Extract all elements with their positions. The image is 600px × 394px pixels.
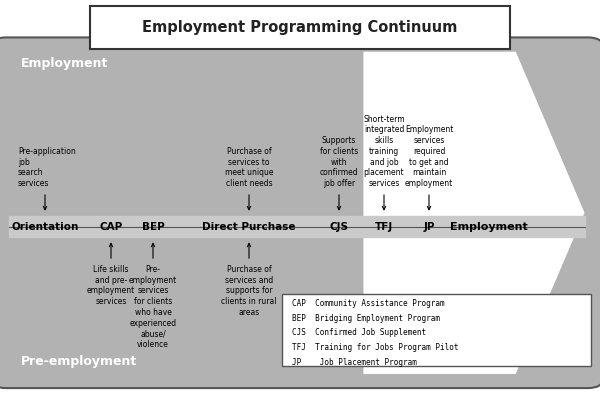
Text: Pre-
employment
services
for clients
who have
experienced
abuse/
violence: Pre- employment services for clients who… xyxy=(129,265,177,349)
Text: CJS: CJS xyxy=(329,221,349,232)
Text: Pre-application
job
search
services: Pre-application job search services xyxy=(18,147,76,188)
Polygon shape xyxy=(363,51,585,374)
Text: Purchase of
services and
supports for
clients in rural
areas: Purchase of services and supports for cl… xyxy=(221,265,277,317)
Text: BEP  Bridging Employment Program: BEP Bridging Employment Program xyxy=(292,314,440,323)
FancyBboxPatch shape xyxy=(0,37,600,388)
Text: Employment: Employment xyxy=(450,221,528,232)
Text: JP: JP xyxy=(423,221,435,232)
Text: Employment: Employment xyxy=(21,57,109,70)
Text: CJS  Confirmed Job Supplement: CJS Confirmed Job Supplement xyxy=(292,329,427,337)
Text: TFJ  Training for Jobs Program Pilot: TFJ Training for Jobs Program Pilot xyxy=(292,343,459,352)
Text: Supports
for clients
with
confirmed
job offer: Supports for clients with confirmed job … xyxy=(320,136,358,188)
Text: Purchase of
services to
meet unique
client needs: Purchase of services to meet unique clie… xyxy=(225,147,273,188)
Text: Employment Programming Continuum: Employment Programming Continuum xyxy=(142,20,458,35)
Text: Pre-employment: Pre-employment xyxy=(21,355,137,368)
Text: Employment
services
required
to get and
maintain
employment: Employment services required to get and … xyxy=(405,125,453,188)
Text: Orientation: Orientation xyxy=(11,221,79,232)
Text: BEP: BEP xyxy=(142,221,164,232)
Text: Short-term
integrated
skills
training
and job
placement
services: Short-term integrated skills training an… xyxy=(363,115,405,188)
Text: CAP: CAP xyxy=(100,221,122,232)
FancyBboxPatch shape xyxy=(90,6,510,49)
Text: Direct Purchase: Direct Purchase xyxy=(202,221,296,232)
Text: Life skills
and pre-
employment
services: Life skills and pre- employment services xyxy=(87,265,135,306)
Text: CAP  Community Assistance Program: CAP Community Assistance Program xyxy=(292,299,445,308)
Text: TFJ: TFJ xyxy=(375,221,393,232)
FancyBboxPatch shape xyxy=(282,294,591,366)
Text: JP    Job Placement Program: JP Job Placement Program xyxy=(292,358,417,367)
